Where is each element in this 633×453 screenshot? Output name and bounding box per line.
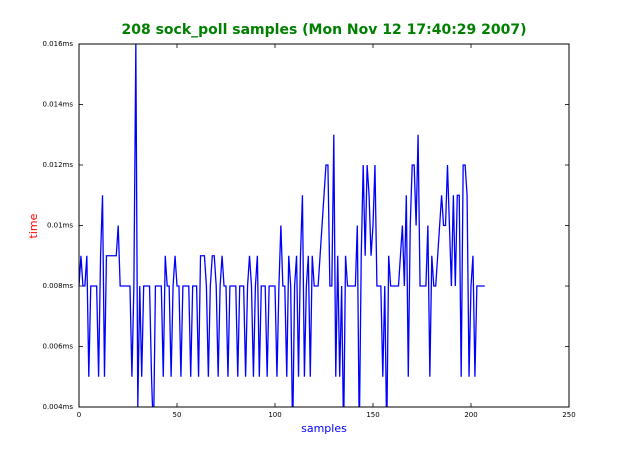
x-tick-label: 150 (366, 411, 379, 419)
y-tick-label: 0.01ms (47, 222, 73, 230)
x-tick-label: 0 (77, 411, 81, 419)
plot-frame (78, 43, 570, 408)
y-tick-label: 0.014ms (42, 101, 73, 109)
y-tick-label: 0.012ms (42, 161, 73, 169)
x-tick-label: 100 (268, 411, 281, 419)
x-tick-label: 250 (562, 411, 575, 419)
x-tick-label: 200 (464, 411, 477, 419)
x-tick-label: 50 (173, 411, 182, 419)
y-tick-label: 0.006ms (42, 343, 73, 351)
x-axis-label: samples (301, 422, 347, 435)
y-tick-label: 0.004ms (42, 403, 73, 411)
data-line (79, 44, 485, 407)
y-tick-label: 0.016ms (42, 40, 73, 48)
y-tick-label: 0.008ms (42, 282, 73, 290)
y-axis-label: time (27, 213, 40, 238)
chart-title: 208 sock_poll samples (Mon Nov 12 17:40:… (121, 22, 526, 38)
